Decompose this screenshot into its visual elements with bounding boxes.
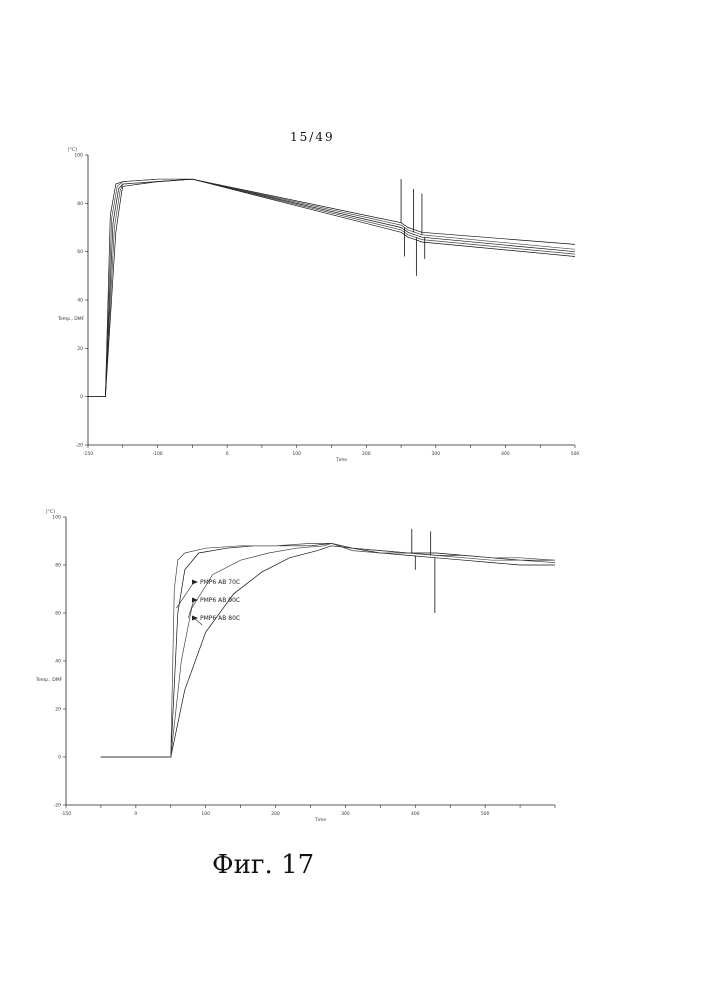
x-tick-label: 300 (341, 811, 350, 817)
y-tick-label: -20 (76, 443, 83, 449)
legend-arrow-line (188, 600, 194, 618)
series-line-5 (88, 179, 575, 397)
y-tick-label: 0 (80, 394, 83, 400)
x-tick-label: 400 (411, 811, 420, 817)
x-axis-label: Time (335, 457, 347, 463)
series-line-3 (101, 546, 555, 757)
series-line-1 (101, 543, 555, 757)
x-tick-label: 500 (571, 451, 580, 457)
legend-arrowhead (192, 580, 198, 585)
y-tick-label: 60 (55, 611, 61, 617)
series-line-4 (88, 179, 575, 397)
x-tick-label: 200 (362, 451, 371, 457)
y-tick-label: 40 (55, 659, 61, 665)
y-tick-label: 0 (58, 755, 61, 761)
x-axis-label: Time (314, 817, 326, 823)
legend-label: PMP6 AB 90C (200, 597, 240, 604)
x-tick-label: 100 (201, 811, 210, 817)
y-tick-label: 100 (52, 515, 61, 521)
x-tick-label: 0 (226, 451, 229, 457)
y-tick-label: 80 (55, 563, 61, 569)
y-unit-label: [°C] (46, 509, 55, 515)
y-tick-label: 80 (77, 201, 83, 207)
legend-arrowhead (192, 598, 198, 603)
y-tick-label: -20 (54, 803, 61, 809)
series-line-4 (101, 543, 555, 757)
y-axis-label: Temp., DMF (35, 677, 63, 683)
y-tick-label: 60 (77, 249, 83, 255)
y-tick-label: 20 (55, 707, 61, 713)
figure-caption: Фиг. 17 (212, 850, 314, 880)
y-tick-label: 20 (77, 346, 83, 352)
x-tick-label: 400 (501, 451, 510, 457)
x-tick-label: -150 (83, 451, 93, 457)
y-tick-label: 40 (77, 298, 83, 304)
chart-2: -20020406080100[°C]Temp., DMF-1500100200… (35, 509, 555, 823)
legend-arrow-line (176, 582, 194, 608)
y-tick-label: 100 (74, 153, 83, 159)
x-tick-label: 100 (292, 451, 301, 457)
x-tick-label: -150 (61, 811, 71, 817)
y-axis-label: Temp., DMF (57, 316, 85, 322)
y-unit-label: [°C] (68, 147, 77, 153)
x-tick-label: 300 (432, 451, 441, 457)
chart-1: -20020406080100[°C]Temp., DMF-150-100010… (57, 147, 579, 463)
series-line-2 (101, 543, 555, 757)
x-tick-label: -100 (152, 451, 162, 457)
series-line-3 (88, 179, 575, 397)
x-tick-label: 0 (134, 811, 137, 817)
legend-arrowhead (192, 616, 198, 621)
series-line-2 (88, 179, 575, 397)
legend-label: PMP6 AB 80C (200, 615, 240, 622)
x-tick-label: 200 (271, 811, 280, 817)
series-line-1 (88, 179, 575, 397)
x-tick-label: 500 (481, 811, 490, 817)
legend-label: PMP6 AB 70C (200, 579, 240, 586)
